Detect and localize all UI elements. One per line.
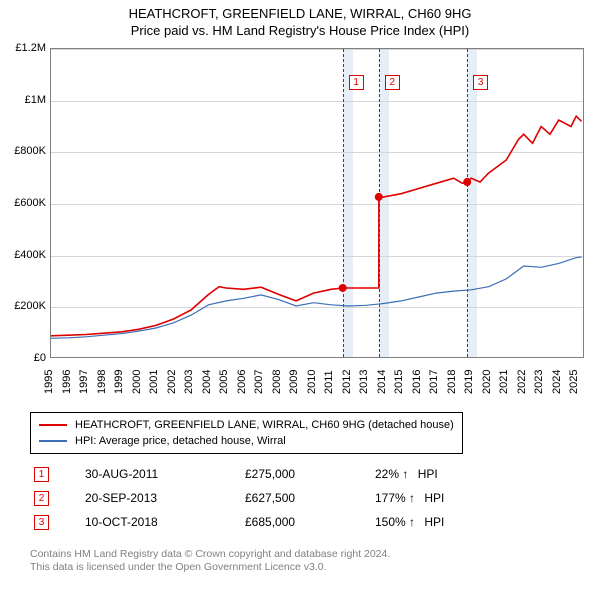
- x-tick-label: 2007: [253, 370, 265, 394]
- y-tick-label: £600K: [6, 197, 46, 209]
- marker-badge: 1: [349, 75, 364, 90]
- transaction-row: 3 10-OCT-2018£685,000150% ↑ HPI: [30, 510, 570, 534]
- chart-plot-area: 1 2 3: [50, 48, 584, 358]
- x-tick-label: 1997: [78, 370, 90, 394]
- attribution: Contains HM Land Registry data © Crown c…: [30, 548, 570, 574]
- x-tick-label: 1999: [113, 370, 125, 394]
- x-tick-label: 2013: [358, 370, 370, 394]
- x-tick-label: 2006: [236, 370, 248, 394]
- transaction-pct: 177% ↑ HPI: [375, 491, 525, 505]
- transaction-date: 10-OCT-2018: [85, 515, 245, 529]
- title-subtitle: Price paid vs. HM Land Registry's House …: [0, 23, 600, 38]
- x-tick-label: 2005: [218, 370, 230, 394]
- y-tick-label: £1M: [6, 94, 46, 106]
- x-tick-label: 2020: [481, 370, 493, 394]
- transaction-price: £275,000: [245, 467, 375, 481]
- transaction-date: 20-SEP-2013: [85, 491, 245, 505]
- x-tick-label: 2011: [323, 370, 335, 394]
- x-tick-label: 2025: [568, 370, 580, 394]
- arrow-up-icon: ↑: [409, 515, 421, 529]
- marker-badge: 2: [385, 75, 400, 90]
- attribution-line2: This data is licensed under the Open Gov…: [30, 561, 570, 574]
- y-tick-label: £400K: [6, 249, 46, 261]
- transaction-price: £627,500: [245, 491, 375, 505]
- transaction-pct: 22% ↑ HPI: [375, 467, 525, 481]
- x-tick-label: 2004: [201, 370, 213, 394]
- chart-svg: [51, 49, 585, 359]
- x-tick-label: 1998: [96, 370, 108, 394]
- legend: HEATHCROFT, GREENFIELD LANE, WIRRAL, CH6…: [30, 412, 463, 454]
- transaction-pct: 150% ↑ HPI: [375, 515, 525, 529]
- transactions-table: 1 30-AUG-2011£275,00022% ↑ HPI 2 20-SEP-201…: [30, 462, 570, 534]
- x-tick-label: 2022: [516, 370, 528, 394]
- transaction-row: 1 30-AUG-2011£275,00022% ↑ HPI: [30, 462, 570, 486]
- x-tick-label: 1995: [43, 370, 55, 394]
- x-tick-label: 2024: [551, 370, 563, 394]
- x-tick-label: 2012: [341, 370, 353, 394]
- title-address: HEATHCROFT, GREENFIELD LANE, WIRRAL, CH6…: [0, 6, 600, 21]
- x-tick-label: 2018: [446, 370, 458, 394]
- figure-root: HEATHCROFT, GREENFIELD LANE, WIRRAL, CH6…: [0, 0, 600, 590]
- x-tick-label: 2010: [306, 370, 318, 394]
- transaction-price: £685,000: [245, 515, 375, 529]
- y-tick-label: £200K: [6, 300, 46, 312]
- transaction-row: 2 20-SEP-2013£627,500177% ↑ HPI: [30, 486, 570, 510]
- x-tick-label: 2015: [393, 370, 405, 394]
- x-tick-label: 2019: [463, 370, 475, 394]
- marker-badge: 3: [473, 75, 488, 90]
- x-tick-label: 2021: [498, 370, 510, 394]
- x-tick-label: 2000: [131, 370, 143, 394]
- x-tick-label: 2003: [183, 370, 195, 394]
- legend-entry: HPI: Average price, detached house, Wirr…: [39, 433, 454, 449]
- y-tick-label: £1.2M: [6, 42, 46, 54]
- title-block: HEATHCROFT, GREENFIELD LANE, WIRRAL, CH6…: [0, 0, 600, 38]
- transaction-badge: 2: [34, 491, 49, 506]
- x-tick-label: 2016: [411, 370, 423, 394]
- x-tick-label: 2017: [428, 370, 440, 394]
- x-tick-label: 2008: [271, 370, 283, 394]
- y-tick-label: £800K: [6, 145, 46, 157]
- x-tick-label: 1996: [61, 370, 73, 394]
- attribution-line1: Contains HM Land Registry data © Crown c…: [30, 548, 570, 561]
- legend-entry: HEATHCROFT, GREENFIELD LANE, WIRRAL, CH6…: [39, 417, 454, 433]
- x-tick-label: 2009: [288, 370, 300, 394]
- x-tick-label: 2014: [376, 370, 388, 394]
- arrow-up-icon: ↑: [409, 491, 421, 505]
- transaction-date: 30-AUG-2011: [85, 467, 245, 481]
- transaction-badge: 3: [34, 515, 49, 530]
- x-tick-label: 2002: [166, 370, 178, 394]
- x-tick-label: 2001: [148, 370, 160, 394]
- legend-label: HPI: Average price, detached house, Wirr…: [75, 435, 286, 447]
- legend-swatch: [39, 424, 67, 426]
- arrow-up-icon: ↑: [402, 467, 414, 481]
- legend-label: HEATHCROFT, GREENFIELD LANE, WIRRAL, CH6…: [75, 419, 454, 431]
- legend-swatch: [39, 440, 67, 442]
- transaction-badge: 1: [34, 467, 49, 482]
- x-tick-label: 2023: [533, 370, 545, 394]
- series-hpi: [51, 257, 582, 338]
- y-tick-label: £0: [6, 352, 46, 364]
